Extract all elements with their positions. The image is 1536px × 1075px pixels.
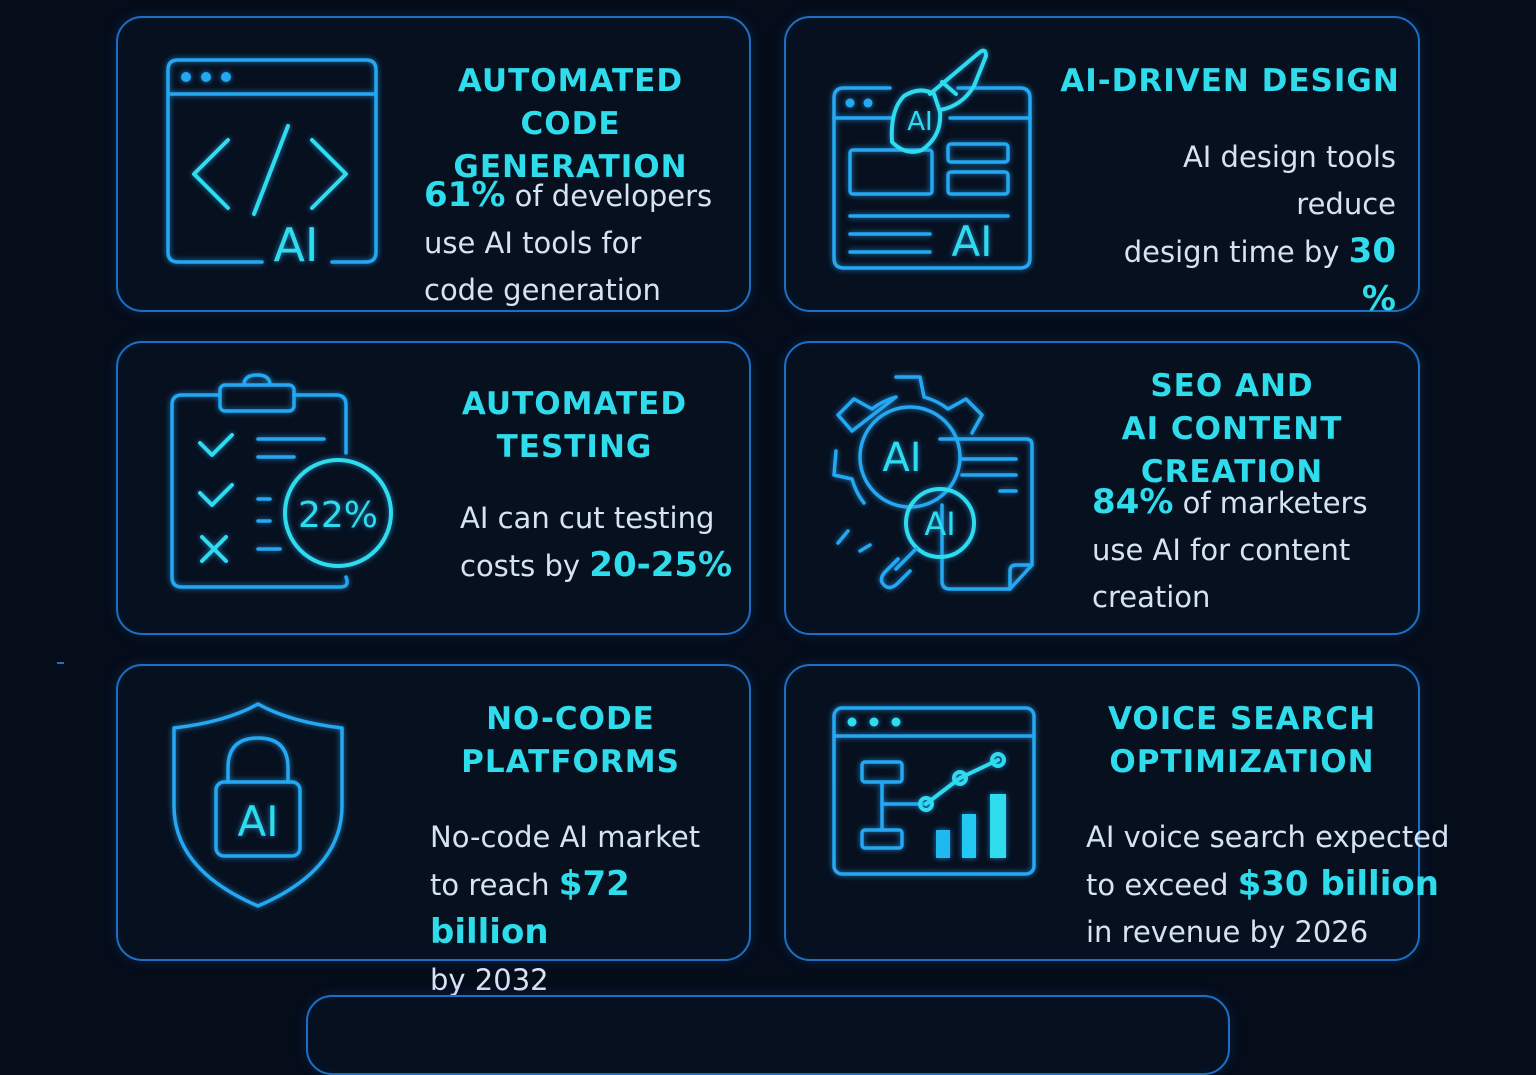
card-no-code-platforms: AI NO-CODE PLATFORMS No-code AI market to… (116, 664, 751, 997)
clipboard-checklist-icon: 22% (170, 373, 398, 593)
highlight-stat: 61% (424, 175, 506, 215)
card-automated-testing: 22% AUTOMATED TESTING AI can cut testing… (116, 341, 751, 635)
highlight-stat: $72 billion (430, 864, 630, 952)
description-text: use AI for content (1092, 533, 1351, 567)
description-text: of developers (505, 179, 713, 213)
design-layout-brush-icon: AI AI (830, 46, 1040, 272)
card-description: 84% of marketers use AI for content creati… (1092, 479, 1410, 621)
card-title: AUTOMATED TESTING (461, 386, 688, 465)
card-title: AUTOMATED CODE GENERATION (453, 63, 688, 185)
gear-ai-label: AI (882, 435, 921, 481)
shield-lock-icon: AI (170, 700, 346, 910)
testing-percent-label: 22% (298, 495, 378, 536)
magnifier-ai-label: AI (924, 505, 955, 543)
description-text: AI can cut testing (460, 501, 715, 535)
description-text: of marketers (1173, 486, 1368, 520)
card-title: VOICE SEARCH OPTIMIZATION (1107, 701, 1377, 780)
card-title: NO-CODE PLATFORMS (461, 701, 680, 780)
card-seo-ai-content-creation: AI AI SEO AND AI CONTENT CREATION 84% of… (784, 341, 1420, 635)
description-text: AI design tools reduce (1182, 140, 1396, 221)
description-text: in revenue by 2026 (1086, 915, 1369, 949)
highlight-stat: 84% (1092, 482, 1174, 522)
card-bottom-partial (306, 995, 1230, 1075)
code-window-icon: AI (164, 58, 380, 272)
description-text: No-code AI market (430, 820, 701, 854)
brush-ai-label: AI (907, 107, 932, 137)
layout-ai-label: AI (951, 217, 992, 266)
highlight-stat: 30 % (1348, 231, 1396, 319)
description-text: costs by (460, 549, 590, 583)
card-description: 61% of developers use AI tools for code ge… (424, 172, 744, 314)
card-title: SEO AND AI CONTENT CREATION (1121, 368, 1343, 490)
left-dash-decoration (57, 662, 64, 664)
description-text: AI voice search expected (1086, 820, 1450, 854)
card-description: AI voice search expected to exceed $30 bi… (1086, 814, 1449, 956)
description-text: creation (1092, 580, 1211, 614)
gear-document-magnifier-icon: AI AI (830, 375, 1038, 595)
card-automated-code-generation: AI AUTOMATED CODE GENERATION 61% of deve… (116, 16, 751, 312)
description-text: use AI tools for (424, 226, 642, 260)
card-voice-search-optimization: VOICE SEARCH OPTIMIZATION AI voice searc… (784, 664, 1449, 961)
lock-ai-label: AI (237, 797, 278, 846)
card-description: AI design tools reduce design time by 30 … (1082, 134, 1408, 324)
code-window-ai-label: AI (273, 218, 318, 272)
description-text: design time by (1123, 235, 1349, 269)
analytics-window-icon (832, 706, 1036, 876)
card-title: AI-DRIVEN DESIGN (1060, 63, 1400, 99)
highlight-stat: $30 billion (1237, 864, 1439, 904)
highlight-stat: 20-25% (589, 545, 733, 585)
description-text: by 2032 (430, 963, 549, 997)
card-description: No-code AI market to reach $72 billion by … (430, 814, 748, 1004)
card-description: AI can cut testing costs by 20-25% (460, 495, 748, 590)
description-text: code generation (424, 273, 661, 307)
description-text: to exceed (1086, 868, 1238, 902)
card-ai-driven-design: AI AI AI-DRIVEN DESIGN AI design tools r… (784, 16, 1420, 319)
description-text: to reach (430, 868, 559, 902)
